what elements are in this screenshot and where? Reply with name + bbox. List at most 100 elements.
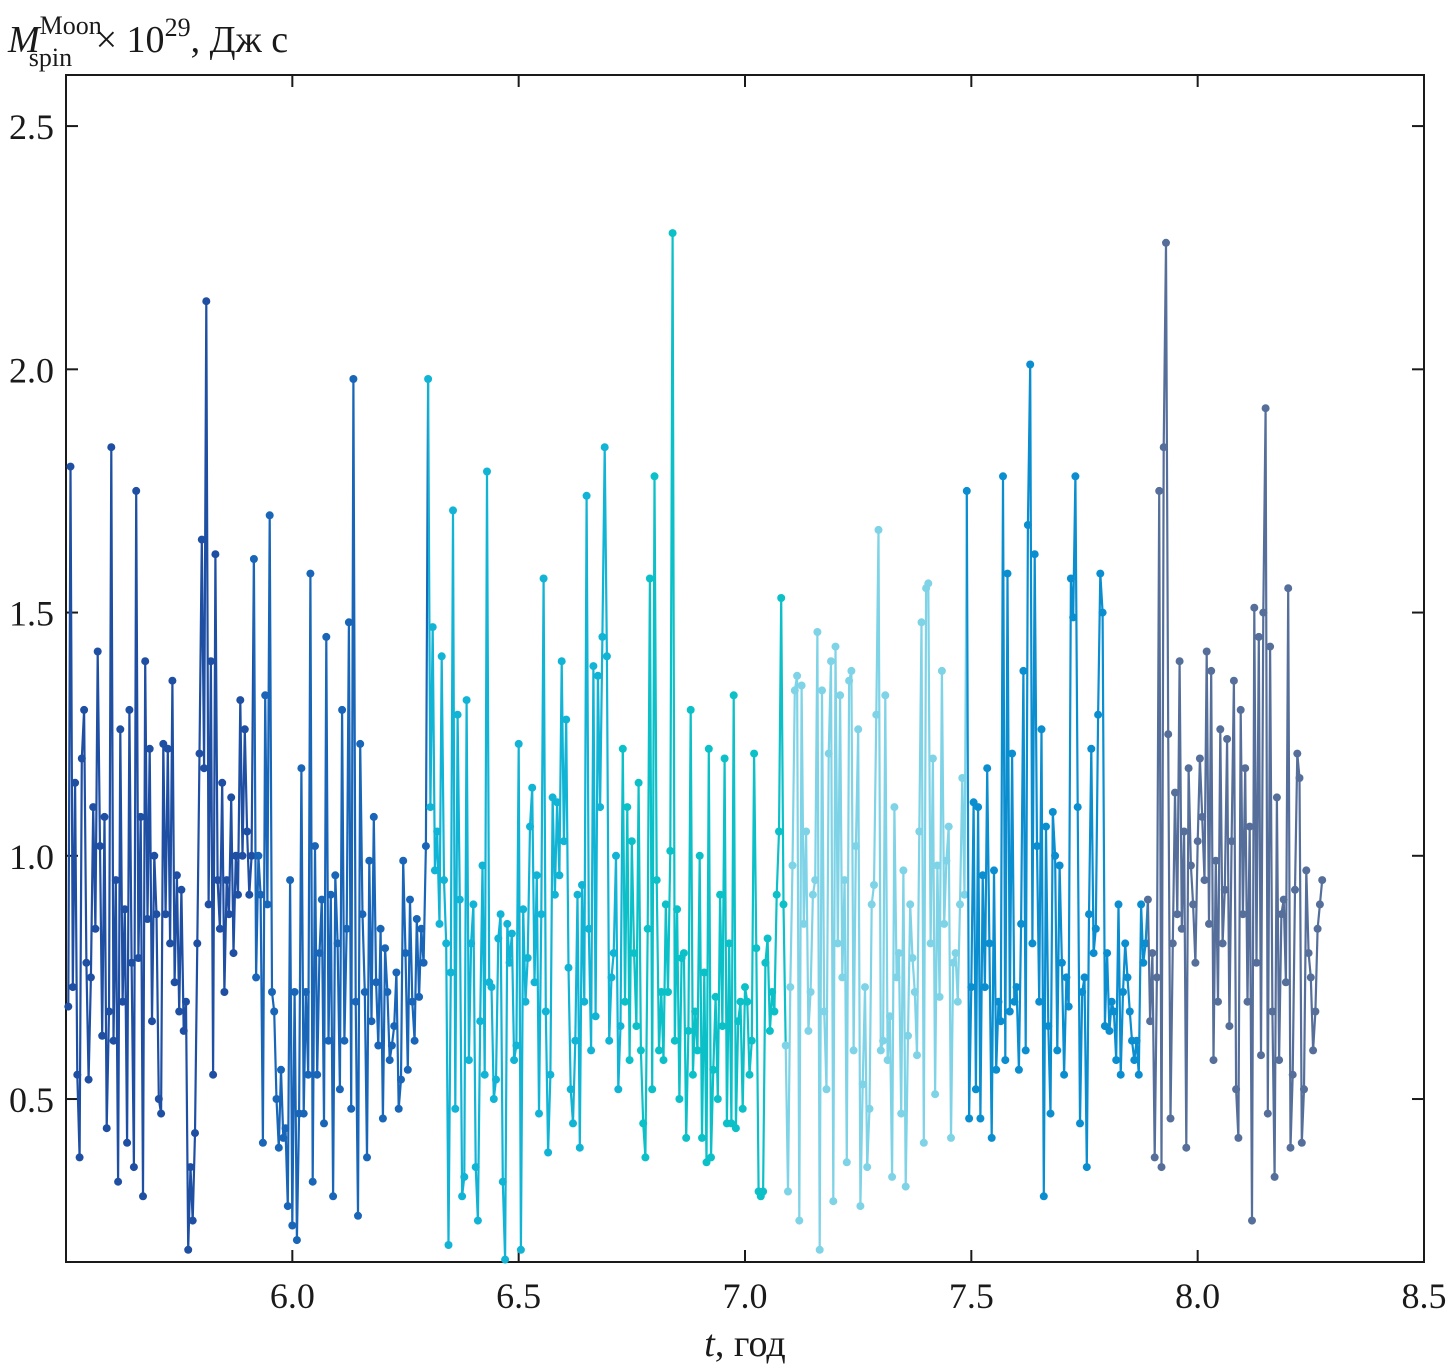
data-point xyxy=(634,778,643,787)
data-point xyxy=(965,1114,974,1123)
data-point xyxy=(1227,837,1236,846)
data-point xyxy=(1137,900,1146,909)
data-point xyxy=(1261,404,1270,413)
data-point xyxy=(994,997,1003,1006)
data-point xyxy=(399,856,408,865)
data-point xyxy=(315,949,324,958)
data-point xyxy=(215,924,224,933)
data-point xyxy=(129,1163,138,1172)
data-point xyxy=(347,1104,356,1113)
data-point xyxy=(684,1026,693,1035)
data-point xyxy=(308,1177,317,1186)
y-tick-label: 0.5 xyxy=(9,1080,54,1120)
data-point xyxy=(985,939,994,948)
data-point xyxy=(376,924,385,933)
data-point xyxy=(906,900,915,909)
data-point xyxy=(320,1119,328,1128)
data-point xyxy=(1114,900,1123,909)
data-point xyxy=(582,491,591,500)
data-point xyxy=(238,851,247,860)
data-point xyxy=(1248,1216,1256,1225)
data-point xyxy=(349,375,358,383)
data-point xyxy=(1191,958,1200,967)
data-point xyxy=(1164,730,1173,739)
data-point xyxy=(277,1065,285,1074)
data-point xyxy=(937,666,946,675)
y-tick-label: 1.0 xyxy=(9,837,54,877)
data-point xyxy=(539,574,548,583)
data-point xyxy=(247,851,256,860)
data-point xyxy=(410,1036,419,1045)
data-point xyxy=(987,1133,996,1142)
series-layer xyxy=(64,229,1327,1264)
data-point xyxy=(91,924,100,933)
data-point xyxy=(1035,997,1044,1006)
data-point xyxy=(304,1070,313,1079)
data-point xyxy=(111,876,120,885)
data-point xyxy=(1205,919,1213,928)
data-point xyxy=(720,754,729,763)
data-point xyxy=(1109,1007,1118,1016)
data-point xyxy=(437,652,446,661)
data-point xyxy=(1254,632,1263,641)
data-point xyxy=(501,1255,510,1264)
data-point xyxy=(206,657,215,666)
data-point xyxy=(245,890,254,899)
data-point xyxy=(865,1104,874,1113)
data-point xyxy=(636,1046,645,1055)
data-point xyxy=(933,861,942,870)
series-group xyxy=(1143,238,1327,1225)
data-point xyxy=(818,686,826,695)
series-group xyxy=(618,229,788,1201)
series-line xyxy=(1146,241,1324,1222)
data-point xyxy=(838,973,847,982)
data-point xyxy=(503,919,512,928)
data-point xyxy=(372,978,381,987)
data-point xyxy=(240,725,249,734)
data-point xyxy=(125,705,134,714)
data-point xyxy=(258,1138,267,1147)
data-point xyxy=(297,764,306,773)
data-point xyxy=(1030,550,1039,559)
data-point xyxy=(910,988,919,996)
data-point xyxy=(881,691,890,700)
data-point xyxy=(992,1065,1001,1074)
data-point xyxy=(415,992,424,1001)
data-point xyxy=(184,1245,193,1254)
data-point xyxy=(976,1114,985,1123)
data-point xyxy=(132,486,141,495)
data-point xyxy=(512,1041,521,1050)
data-point xyxy=(322,632,331,641)
data-point xyxy=(811,876,820,885)
data-point xyxy=(804,1026,813,1035)
data-point xyxy=(904,1031,912,1040)
data-point xyxy=(639,1119,648,1128)
data-point xyxy=(1171,788,1179,797)
data-point xyxy=(605,1036,614,1045)
data-point xyxy=(1311,1007,1320,1016)
data-point xyxy=(218,778,227,787)
data-point xyxy=(1076,1119,1084,1128)
data-point xyxy=(532,871,541,880)
data-point xyxy=(476,1017,485,1026)
data-point xyxy=(170,978,179,987)
data-point xyxy=(311,842,319,851)
data-point xyxy=(335,1085,344,1094)
data-point xyxy=(655,1046,663,1055)
data-point xyxy=(1277,910,1286,919)
data-point xyxy=(1318,876,1327,885)
data-point xyxy=(526,822,534,831)
data-point xyxy=(77,754,86,763)
data-point xyxy=(1195,754,1204,763)
data-point xyxy=(670,1036,679,1045)
data-point xyxy=(118,997,127,1006)
data-point xyxy=(1130,1056,1139,1065)
data-point xyxy=(1155,486,1164,495)
data-point xyxy=(1080,973,1089,982)
data-point xyxy=(788,861,797,870)
data-point xyxy=(949,958,958,967)
data-point xyxy=(1252,958,1261,967)
data-point xyxy=(152,910,161,919)
data-point xyxy=(1175,657,1184,666)
data-point xyxy=(385,1056,394,1065)
